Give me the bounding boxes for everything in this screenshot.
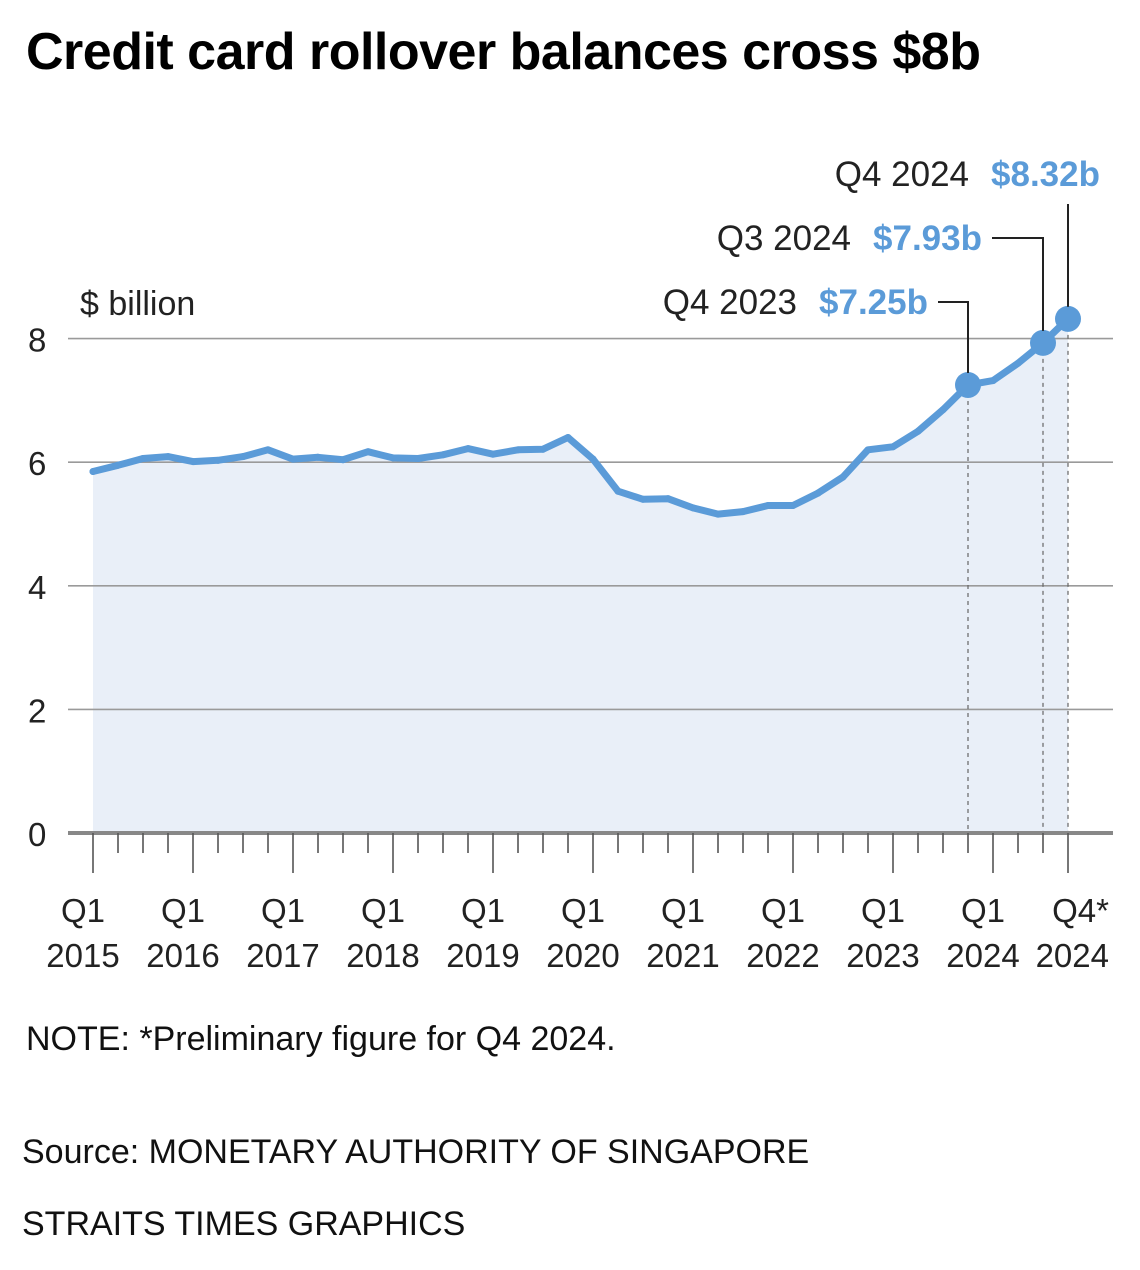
data-point	[614, 487, 622, 495]
data-point	[364, 448, 372, 456]
x-tick-label-line1: Q1	[961, 892, 1005, 929]
y-tick-label: 2	[28, 692, 46, 729]
rollover-balance-chart: 0 2 4 6 8 $ billion Q1 2015 Q1 2016 Q1 2017 Q1 2018…	[28, 155, 1113, 974]
x-tick-label-line2: 2024	[1036, 937, 1109, 974]
data-point	[914, 427, 922, 435]
x-tick-label-line2: 2023	[846, 937, 919, 974]
data-point	[164, 453, 172, 461]
annotation-leader	[938, 301, 969, 373]
data-point	[389, 454, 397, 462]
area-fill	[93, 318, 1068, 833]
x-tick-label-line2: 2019	[446, 937, 519, 974]
x-tick-label-line1: Q1	[61, 892, 105, 929]
data-point	[89, 467, 97, 475]
x-tick-label-line2: 2017	[246, 937, 319, 974]
highlight-point	[1030, 329, 1056, 356]
x-tick-label-line2: 2024	[946, 937, 1019, 974]
data-point	[589, 455, 597, 463]
data-point	[939, 406, 947, 414]
x-tick-label-line2: 2020	[546, 937, 619, 974]
data-point	[414, 454, 422, 462]
highlight-point	[1055, 305, 1081, 332]
annotations: $7.25b Q4 2023 $7.93b Q3 2024 $8.32b Q4 2024	[663, 155, 1100, 373]
data-point	[864, 446, 872, 454]
data-point	[214, 456, 222, 464]
x-tick-label-line2: 2021	[646, 937, 719, 974]
data-point	[239, 453, 247, 461]
data-point	[1014, 359, 1022, 367]
x-tick-label-line1: Q1	[861, 892, 905, 929]
y-unit-label: $ billion	[80, 285, 195, 323]
annotation-label: Q4 2024	[835, 155, 969, 194]
data-point	[289, 455, 297, 463]
data-point	[989, 377, 997, 385]
annotation-value: $8.32b	[991, 155, 1100, 194]
data-point	[464, 445, 472, 453]
y-tick-label: 0	[28, 816, 46, 853]
data-point	[539, 445, 547, 453]
highlight-point	[955, 371, 981, 398]
annotation-leader	[992, 237, 1044, 331]
data-point	[764, 501, 772, 509]
source-text: Source: MONETARY AUTHORITY OF SINGAPORE	[22, 1133, 810, 1171]
x-tick-label-line1: Q1	[561, 892, 605, 929]
data-point	[814, 489, 822, 497]
data-point	[789, 501, 797, 509]
area-layer	[93, 318, 1068, 833]
y-tick-label: 6	[28, 445, 46, 482]
credit-text: STRAITS TIMES GRAPHICS	[22, 1205, 466, 1243]
axis-layer	[68, 831, 1113, 873]
x-tick-label-line1: Q1	[361, 892, 405, 929]
chart-title: Credit card rollover balances cross $8b	[26, 23, 981, 81]
x-tick-labels: Q1 2015 Q1 2016 Q1 2017 Q1 2018 Q1 2019 Q1 2020 Q1 20…	[46, 892, 1109, 974]
data-point	[714, 510, 722, 518]
data-point	[139, 454, 147, 462]
x-tick-label-line2: 2018	[346, 937, 419, 974]
x-tick-label-line2: 2015	[46, 937, 119, 974]
data-line	[89, 315, 1072, 518]
x-tick-label-line1: Q1	[761, 892, 805, 929]
grid-layer	[68, 337, 1113, 711]
data-point	[689, 504, 697, 512]
data-point	[489, 450, 497, 458]
y-tick-label: 4	[28, 569, 46, 606]
data-point	[314, 453, 322, 461]
data-point	[639, 495, 647, 503]
data-point	[339, 456, 347, 464]
data-point	[114, 461, 122, 469]
data-point	[839, 473, 847, 481]
data-point	[564, 433, 572, 441]
line-layer	[89, 305, 1081, 518]
data-point	[514, 446, 522, 454]
note-text: NOTE: *Preliminary figure for Q4 2024.	[26, 1020, 616, 1058]
x-tick-label-line1: Q1	[161, 892, 205, 929]
annotation-value: $7.93b	[873, 219, 982, 258]
x-tick-label-line2: 2016	[146, 937, 219, 974]
x-tick-label-line1: Q1	[661, 892, 705, 929]
data-point	[664, 495, 672, 503]
annotation-label: Q3 2024	[717, 219, 851, 258]
data-point	[264, 446, 272, 454]
y-tick-label: 8	[28, 322, 46, 359]
x-tick-label-line1: Q1	[261, 892, 305, 929]
annotation-value: $7.25b	[819, 283, 928, 322]
data-point	[889, 443, 897, 451]
x-tick-label-line2: 2022	[746, 937, 819, 974]
data-point	[739, 508, 747, 516]
x-tick-label-line1: Q4*	[1052, 892, 1109, 929]
annotation-label: Q4 2023	[663, 283, 797, 322]
data-point	[439, 451, 447, 459]
y-tick-labels: 0 2 4 6 8	[28, 322, 46, 853]
guide-layer	[967, 318, 1069, 833]
data-point	[189, 458, 197, 466]
x-tick-label-line1: Q1	[461, 892, 505, 929]
